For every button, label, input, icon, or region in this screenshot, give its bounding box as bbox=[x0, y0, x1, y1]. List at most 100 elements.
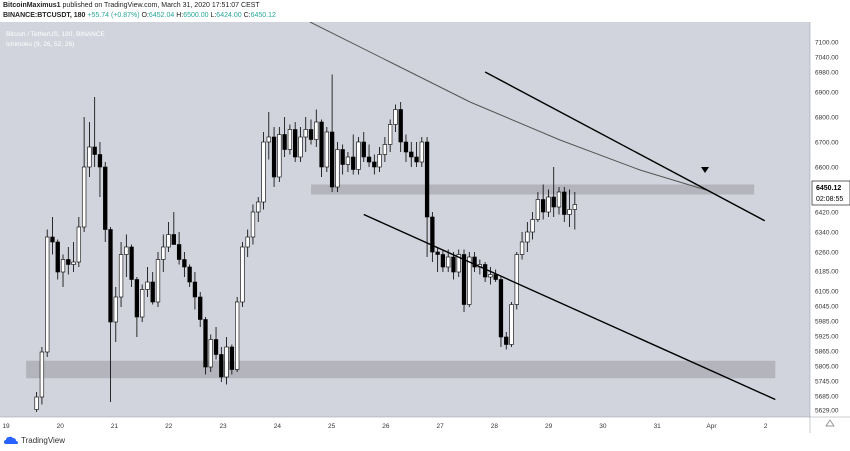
candle bbox=[266, 112, 271, 160]
candle-body bbox=[224, 346, 229, 378]
candle-body bbox=[456, 254, 461, 273]
support-resistance-zones bbox=[26, 184, 776, 379]
candle bbox=[208, 334, 213, 372]
candle-body bbox=[435, 251, 440, 255]
candle bbox=[187, 264, 192, 287]
candle bbox=[256, 197, 261, 222]
trendline-0 bbox=[363, 213, 776, 401]
candle-body bbox=[39, 351, 45, 398]
candle bbox=[361, 132, 366, 162]
legend-pair[interactable]: Bitcoin / TetherUS, 180, BINANCE bbox=[6, 31, 106, 38]
price-tick: 6980.00 bbox=[815, 70, 839, 77]
candle-body bbox=[303, 129, 308, 138]
price-tick: 6600.00 bbox=[815, 165, 839, 172]
candle-body bbox=[504, 336, 509, 345]
candle bbox=[282, 117, 287, 157]
candle bbox=[161, 234, 166, 272]
candle-body bbox=[282, 134, 287, 150]
date-tick: 29 bbox=[545, 423, 553, 430]
candle-body bbox=[134, 279, 140, 318]
candlestick-chart[interactable]: 7100.00 7040.00 6980.00 6900.00 6800.00 6700.… bbox=[0, 21, 850, 433]
candle-body bbox=[546, 196, 551, 213]
chart-area[interactable]: 7100.00 7040.00 6980.00 6900.00 6800.00 6700.… bbox=[0, 21, 850, 433]
candle bbox=[55, 239, 60, 280]
candle-body bbox=[266, 136, 271, 143]
candle-body bbox=[403, 141, 409, 153]
zone-1 bbox=[26, 360, 776, 379]
candle-body bbox=[393, 109, 398, 125]
candle bbox=[472, 252, 477, 272]
candle-body bbox=[398, 109, 403, 143]
candle bbox=[419, 137, 424, 167]
candle-body bbox=[92, 146, 97, 155]
candle bbox=[81, 117, 87, 232]
candle-body bbox=[372, 161, 377, 168]
candle bbox=[372, 154, 377, 175]
candle bbox=[34, 392, 39, 412]
candle bbox=[382, 137, 388, 162]
time-axis-labels: 19 20 21 22 23 24 25 26 27 28 29 30 31 Apr 2 bbox=[2, 423, 768, 430]
candle-body bbox=[340, 149, 345, 165]
candle bbox=[351, 134, 356, 175]
candle-body bbox=[493, 274, 498, 280]
price-tick: 6260.00 bbox=[815, 250, 839, 257]
candle bbox=[356, 137, 361, 175]
candle-body bbox=[155, 259, 161, 303]
candle bbox=[203, 317, 208, 375]
tradingview-logo-text: TradingView bbox=[21, 436, 66, 445]
candle bbox=[150, 272, 155, 305]
candle-body bbox=[424, 141, 430, 218]
price-axis-panel[interactable] bbox=[810, 22, 850, 433]
legend-indicator[interactable]: Ichimoku (9, 26, 52, 26) bbox=[6, 41, 74, 48]
scroll-up-icon[interactable] bbox=[825, 419, 835, 427]
price-tick: 5865.00 bbox=[815, 348, 839, 355]
date-tick: 20 bbox=[57, 423, 65, 430]
candle bbox=[129, 244, 134, 287]
high-value: 6500.00 bbox=[183, 12, 209, 19]
tradingview-logo[interactable]: TradingView bbox=[4, 436, 65, 445]
candle bbox=[535, 192, 541, 222]
price-tick: 6900.00 bbox=[815, 90, 839, 97]
price-tick: 6340.00 bbox=[815, 230, 839, 237]
candle bbox=[277, 127, 282, 182]
candle-body bbox=[192, 281, 198, 298]
time-axis-panel[interactable] bbox=[0, 417, 810, 433]
candle-body bbox=[245, 236, 250, 248]
candle bbox=[45, 229, 50, 357]
candle bbox=[308, 119, 314, 145]
candle bbox=[155, 252, 161, 307]
candle-body bbox=[498, 279, 504, 338]
date-tick: 25 bbox=[328, 423, 336, 430]
candle-body bbox=[319, 121, 324, 168]
candle bbox=[229, 344, 235, 375]
candle bbox=[572, 192, 577, 230]
open-value: 6452.04 bbox=[148, 12, 175, 19]
candle-body bbox=[213, 339, 219, 355]
candle bbox=[66, 247, 71, 275]
date-tick: 27 bbox=[437, 423, 445, 430]
candle-body bbox=[446, 256, 451, 268]
candle bbox=[261, 132, 266, 210]
candle bbox=[451, 252, 456, 280]
candle-body bbox=[366, 156, 372, 163]
date-tick: 2 bbox=[764, 423, 768, 430]
candle bbox=[271, 127, 277, 187]
candle-body bbox=[198, 296, 203, 320]
candle-body bbox=[467, 256, 472, 305]
plot-background bbox=[0, 22, 810, 417]
author-name[interactable]: BitcoinMaximus1 bbox=[3, 2, 61, 9]
trendlines[interactable] bbox=[363, 71, 776, 401]
candle bbox=[140, 284, 145, 322]
candle-body bbox=[482, 264, 488, 278]
candle-body bbox=[293, 129, 298, 158]
price-tick: 5629.00 bbox=[815, 407, 839, 414]
candle bbox=[525, 222, 530, 252]
candle-body bbox=[129, 246, 134, 280]
candle bbox=[166, 222, 171, 252]
candle bbox=[298, 127, 303, 162]
candle-body bbox=[409, 151, 414, 158]
candle bbox=[314, 109, 319, 147]
candle-body bbox=[356, 141, 361, 170]
candle-body bbox=[335, 149, 340, 188]
candle-body bbox=[271, 136, 277, 178]
